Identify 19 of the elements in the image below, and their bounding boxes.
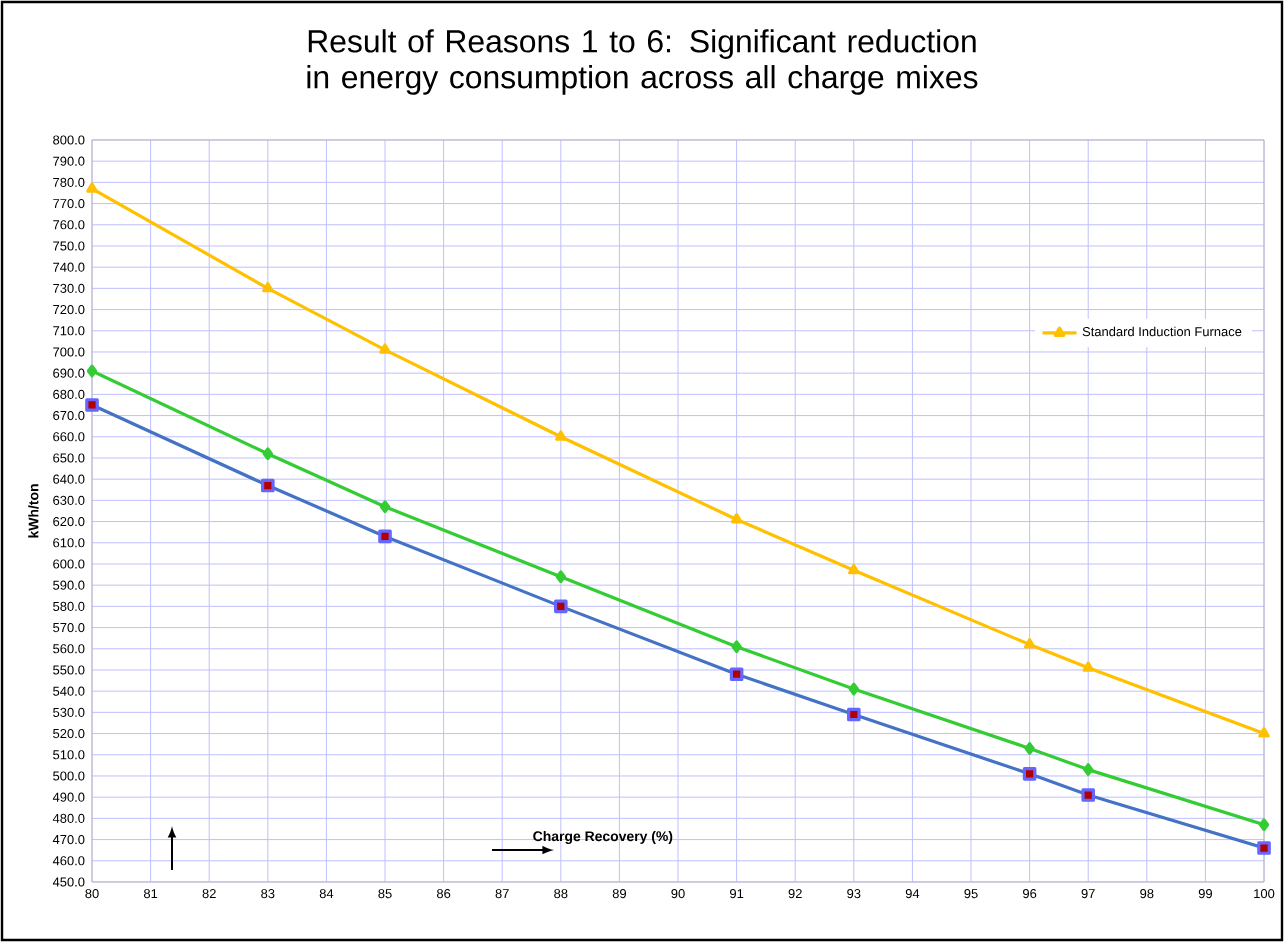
point xyxy=(86,364,98,378)
point xyxy=(1024,742,1035,755)
point xyxy=(848,563,860,575)
point xyxy=(262,281,274,293)
point xyxy=(379,343,391,354)
point xyxy=(848,682,860,696)
point xyxy=(730,513,743,524)
point xyxy=(1083,763,1094,776)
point xyxy=(1023,638,1036,649)
point xyxy=(262,447,274,461)
point xyxy=(1082,661,1094,672)
point xyxy=(555,570,567,584)
point xyxy=(379,500,391,514)
chart-title: Result of Reasons 1 to 6: Significant reduction in energy consumption across all charge mixes xyxy=(307,29,978,95)
point xyxy=(555,430,567,441)
point xyxy=(1258,818,1270,832)
point xyxy=(1258,727,1270,738)
point xyxy=(731,640,742,654)
point xyxy=(86,182,98,193)
